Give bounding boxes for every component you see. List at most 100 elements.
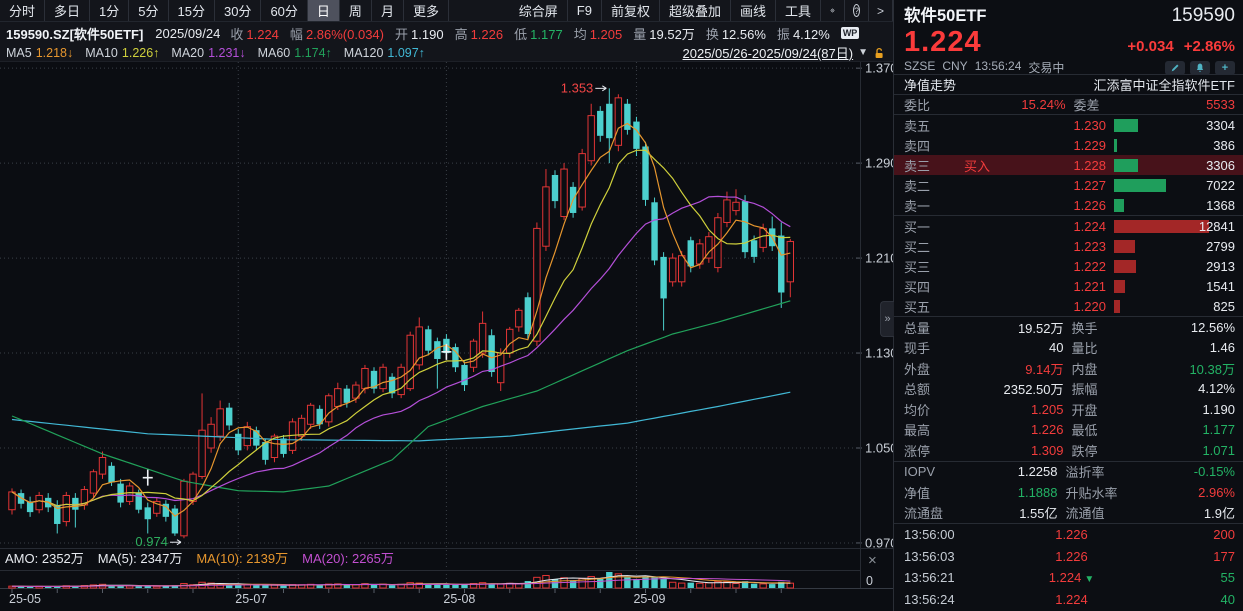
buy-level-买一[interactable]: 买一 1.224 12841 xyxy=(894,216,1243,236)
level-label: 买四 xyxy=(904,279,931,295)
stat-row: 涨停 1.309 跌停 1.071 xyxy=(894,440,1243,461)
candle xyxy=(125,485,134,502)
weibi-row: 委比 15.24% 委差 5533 xyxy=(894,95,1243,115)
candle xyxy=(542,186,550,247)
candle xyxy=(533,227,541,342)
level-price: 1.226 xyxy=(1073,197,1106,213)
tab-period-1分[interactable]: 1分 xyxy=(90,0,130,21)
volume-bar xyxy=(144,585,151,588)
candle xyxy=(226,407,233,426)
alert-button[interactable] xyxy=(1190,60,1210,75)
volume-bar xyxy=(678,582,686,589)
x-axis-label: 25-07 xyxy=(235,592,267,606)
tab-period-30分[interactable]: 30分 xyxy=(215,0,262,21)
settings-button[interactable] xyxy=(821,0,845,21)
candle xyxy=(560,168,568,218)
tab-period-60分[interactable]: 60分 xyxy=(261,0,308,21)
buy-level-买四[interactable]: 买四 1.221 1541 xyxy=(894,276,1243,296)
quote-field: 幅 2.86%(0.034) xyxy=(289,26,384,42)
tab-period-周[interactable]: 周 xyxy=(340,0,372,21)
y-axis-label: 1.210 xyxy=(865,251,893,266)
ma-legend-ma60: MA60 1.174↑ xyxy=(257,45,332,60)
volume-bar xyxy=(226,584,233,588)
caret-down-icon: ▼ xyxy=(858,47,868,58)
candle xyxy=(723,199,731,223)
depth-bar xyxy=(1114,219,1209,233)
y-axis-label: 1.370 xyxy=(865,62,893,76)
date-range-selector[interactable]: 2025/05/26-2025/09/24(87日) ▼ xyxy=(683,43,885,62)
level-price: 1.222 xyxy=(1073,258,1106,274)
candle xyxy=(434,341,441,359)
unlock-icon[interactable] xyxy=(873,47,885,59)
stock-name: 软件50ETF xyxy=(904,7,987,25)
volume-zero-label: 0 xyxy=(866,574,873,588)
buy-level-买五[interactable]: 买五 1.220 825 xyxy=(894,296,1243,316)
tick-trade-row: 13:56:21 1.224 ▼ 55 xyxy=(894,567,1243,589)
expand-toolbar-button[interactable]: > xyxy=(869,0,893,21)
stat-value: 1.55亿 xyxy=(1019,506,1058,522)
add-button[interactable]: + xyxy=(1215,60,1235,75)
candle xyxy=(26,501,34,513)
depth-bar xyxy=(1114,138,1117,152)
candle xyxy=(406,334,414,390)
tab-period-月[interactable]: 月 xyxy=(372,0,404,21)
help-button[interactable]: ? xyxy=(845,0,869,21)
level-price: 1.221 xyxy=(1073,278,1106,294)
level-price: 1.229 xyxy=(1073,137,1106,153)
candle xyxy=(316,408,323,425)
candle xyxy=(162,503,170,517)
bell-icon xyxy=(1196,63,1204,72)
sell-level-卖一[interactable]: 卖一 1.226 1368 xyxy=(894,195,1243,215)
volume-bar xyxy=(334,583,342,589)
tool-button[interactable]: 综合屏 xyxy=(510,0,568,21)
sell-level-卖五[interactable]: 卖五 1.230 3304 xyxy=(894,115,1243,135)
level-label: 买三 xyxy=(904,259,931,275)
stat-label: 现手 xyxy=(904,341,931,357)
stat-row: 净值 1.1888 升贴水率 2.96% xyxy=(894,482,1243,503)
tool-button[interactable]: 画线 xyxy=(731,0,776,21)
stat-row: 均价 1.205 开盘 1.190 xyxy=(894,399,1243,420)
nav-row[interactable]: 净值走势 汇添富中证全指软件ETF xyxy=(894,74,1243,95)
tool-button[interactable]: 前复权 xyxy=(602,0,660,21)
volume-bar xyxy=(343,584,351,588)
volume-bar xyxy=(153,585,161,589)
tool-button[interactable]: F9 xyxy=(568,0,602,21)
sell-level-卖四[interactable]: 卖四 1.229 386 xyxy=(894,135,1243,155)
period-toolbar: 分时 多日 1分 5分 15分 30分 60分日周月更多 综合屏 F9 前复权 超级叠加 画线 工具 … xyxy=(0,0,893,22)
sell-level-卖三[interactable]: 卖三 买入 1.228 3306 xyxy=(894,155,1243,175)
buy-level-买三[interactable]: 买三 1.222 2913 xyxy=(894,256,1243,276)
candle xyxy=(153,500,161,514)
tab-period-15分[interactable]: 15分 xyxy=(169,0,215,21)
panel-collapse-handle[interactable]: » xyxy=(880,301,894,337)
buy-level-买二[interactable]: 买二 1.223 2799 xyxy=(894,236,1243,256)
volume-bar xyxy=(524,581,532,588)
sell-level-卖二[interactable]: 卖二 1.227 7022 xyxy=(894,175,1243,195)
tab-period-多日[interactable]: 多日 xyxy=(45,0,91,21)
tool-button[interactable]: 工具 xyxy=(776,0,821,21)
tab-period-更多[interactable]: 更多 xyxy=(404,0,449,21)
buy-flag-button[interactable]: 买入 xyxy=(963,158,990,174)
fund-name: 汇添富中证全指软件ETF xyxy=(1093,78,1235,93)
candle xyxy=(705,236,713,259)
stat-value: 10.38万 xyxy=(1189,361,1235,377)
close-icon[interactable]: × xyxy=(868,552,877,569)
candlestick-chart[interactable]: 1.370 1.290 1.210 1.130 1.050 0.970 1.353 0.974… xyxy=(0,62,893,611)
level-label: 买五 xyxy=(904,299,931,315)
quote-field: 均 1.205 xyxy=(573,26,623,42)
price-annotation: 0.974 xyxy=(135,534,168,549)
market-meta: SZSE CNY 13:56:24 交易中 xyxy=(904,59,1065,75)
volume-bar xyxy=(8,585,16,589)
stat-label: 跌停 xyxy=(1071,443,1098,459)
candle xyxy=(216,408,224,437)
candle xyxy=(614,97,623,146)
tool-button[interactable]: 超级叠加 xyxy=(660,0,731,21)
tab-period-分时[interactable]: 分时 xyxy=(0,0,46,21)
volume-bar xyxy=(62,585,70,589)
level-label: 卖二 xyxy=(904,178,931,194)
x-axis-label: 25-09 xyxy=(633,592,665,606)
edit-button[interactable] xyxy=(1165,60,1185,75)
candle xyxy=(506,328,514,354)
tab-period-5分[interactable]: 5分 xyxy=(129,0,169,21)
tab-period-日[interactable]: 日 xyxy=(307,0,340,21)
